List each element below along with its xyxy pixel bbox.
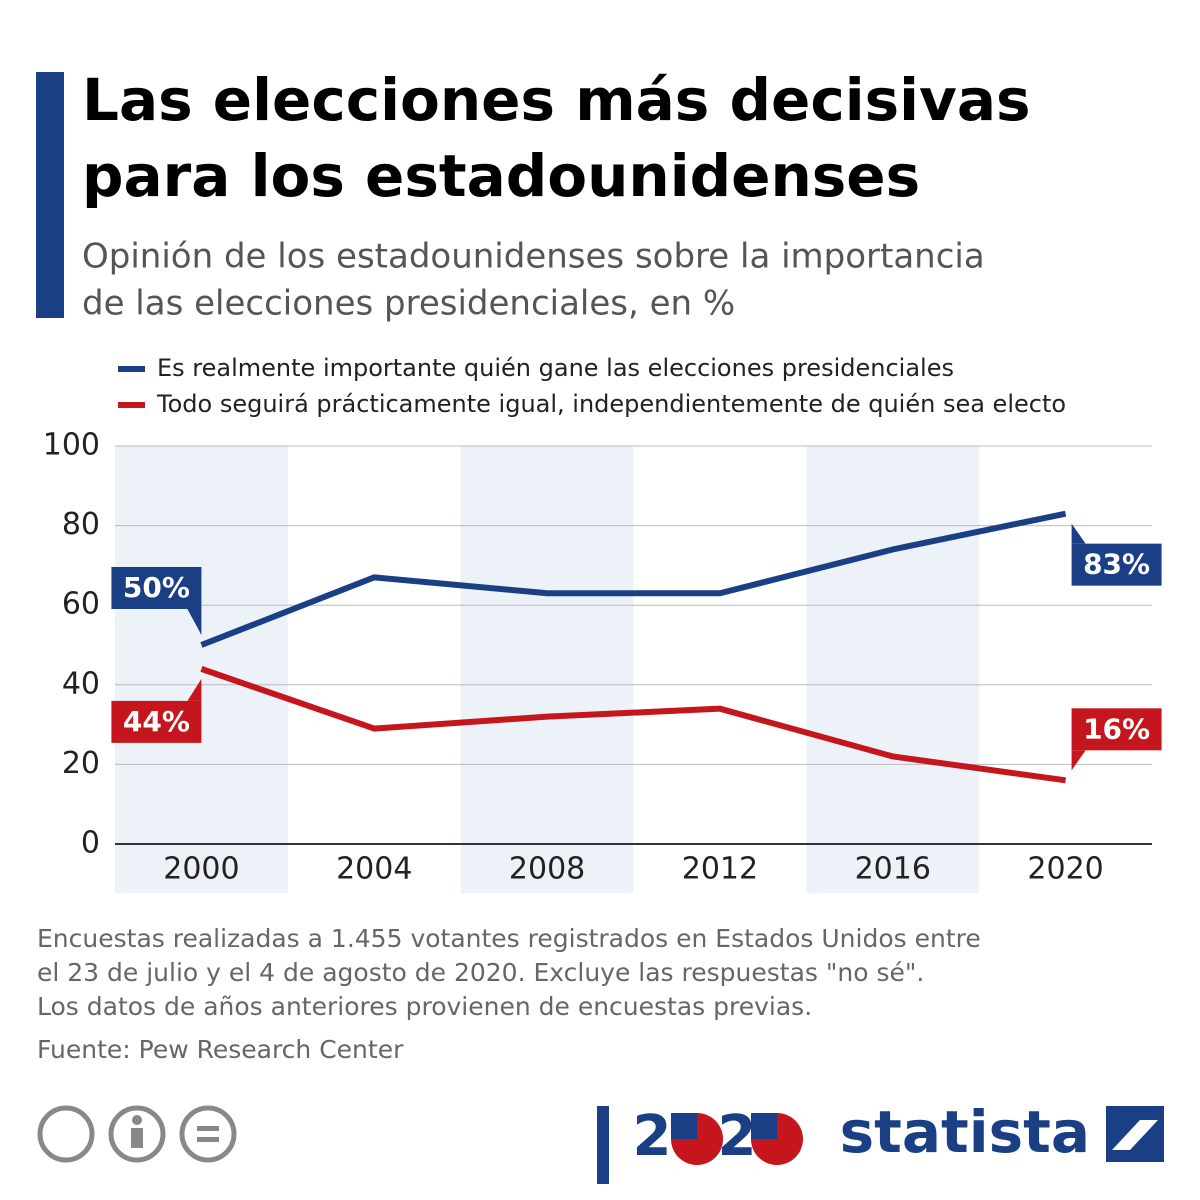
y-tick-label: 0 [81, 826, 100, 861]
badge-bar [597, 1106, 609, 1184]
subtitle: de las elecciones presidenciales, en % [82, 284, 735, 324]
y-tick-label: 100 [43, 428, 100, 463]
callout [111, 700, 202, 743]
cc-icon [37, 1105, 95, 1163]
series-line [200, 666, 1066, 784]
flag-circle [671, 1113, 697, 1139]
column-band [806, 446, 980, 893]
subtitle: Opinión de los estadounidenses sobre la … [82, 237, 985, 277]
brand: statista [840, 1098, 1090, 1166]
badge-digit: 2 [633, 1104, 672, 1169]
callout [1071, 708, 1162, 751]
value-label: 83% [1083, 548, 1150, 581]
x-tick-label: 2000 [163, 852, 239, 887]
callout-pointer [187, 678, 202, 701]
legend-label: Todo seguirá prácticamente igual, indepe… [156, 390, 1066, 418]
by-icon [108, 1105, 166, 1163]
note: Encuestas realizadas a 1.455 votantes re… [37, 924, 981, 953]
value-label: 50% [123, 571, 190, 604]
chart-title: Las elecciones más decisivas [82, 66, 1030, 134]
callout-pointer [1071, 750, 1086, 771]
brand-logo [1112, 1120, 1158, 1150]
badge-digit: 2 [718, 1104, 757, 1169]
flag-circle [751, 1113, 777, 1139]
column-band [460, 446, 634, 893]
callout [111, 567, 202, 609]
x-tick-label: 2020 [1027, 852, 1103, 887]
series-line [200, 510, 1067, 648]
note: el 23 de julio y el 4 de agosto de 2020.… [37, 958, 924, 987]
note: Los datos de años anteriores provienen d… [37, 992, 812, 1021]
by-icon [131, 1128, 143, 1148]
chart-title: para los estadounidenses [82, 142, 920, 210]
x-tick-label: 2012 [682, 852, 758, 887]
legend-label: Es realmente importante quién gane las e… [157, 354, 954, 382]
title-bar [36, 72, 64, 318]
y-tick-label: 40 [62, 666, 100, 701]
y-tick-label: 60 [62, 587, 100, 622]
nd-icon [197, 1137, 219, 1142]
value-label: 16% [1083, 712, 1150, 745]
callout [1071, 543, 1162, 586]
nd-icon [179, 1105, 237, 1163]
nd-icon [197, 1126, 219, 1131]
source: Fuente: Pew Research Center [37, 1035, 404, 1064]
x-tick-label: 2008 [509, 852, 585, 887]
by-icon [132, 1115, 142, 1125]
x-tick-label: 2016 [855, 852, 931, 887]
x-tick-label: 2004 [336, 852, 412, 887]
y-tick-label: 80 [62, 507, 100, 542]
y-tick-label: 20 [62, 746, 100, 781]
callout-pointer [1071, 523, 1086, 544]
footer [37, 1105, 1164, 1184]
value-label: 44% [123, 705, 190, 738]
callout-pointer [187, 609, 202, 635]
